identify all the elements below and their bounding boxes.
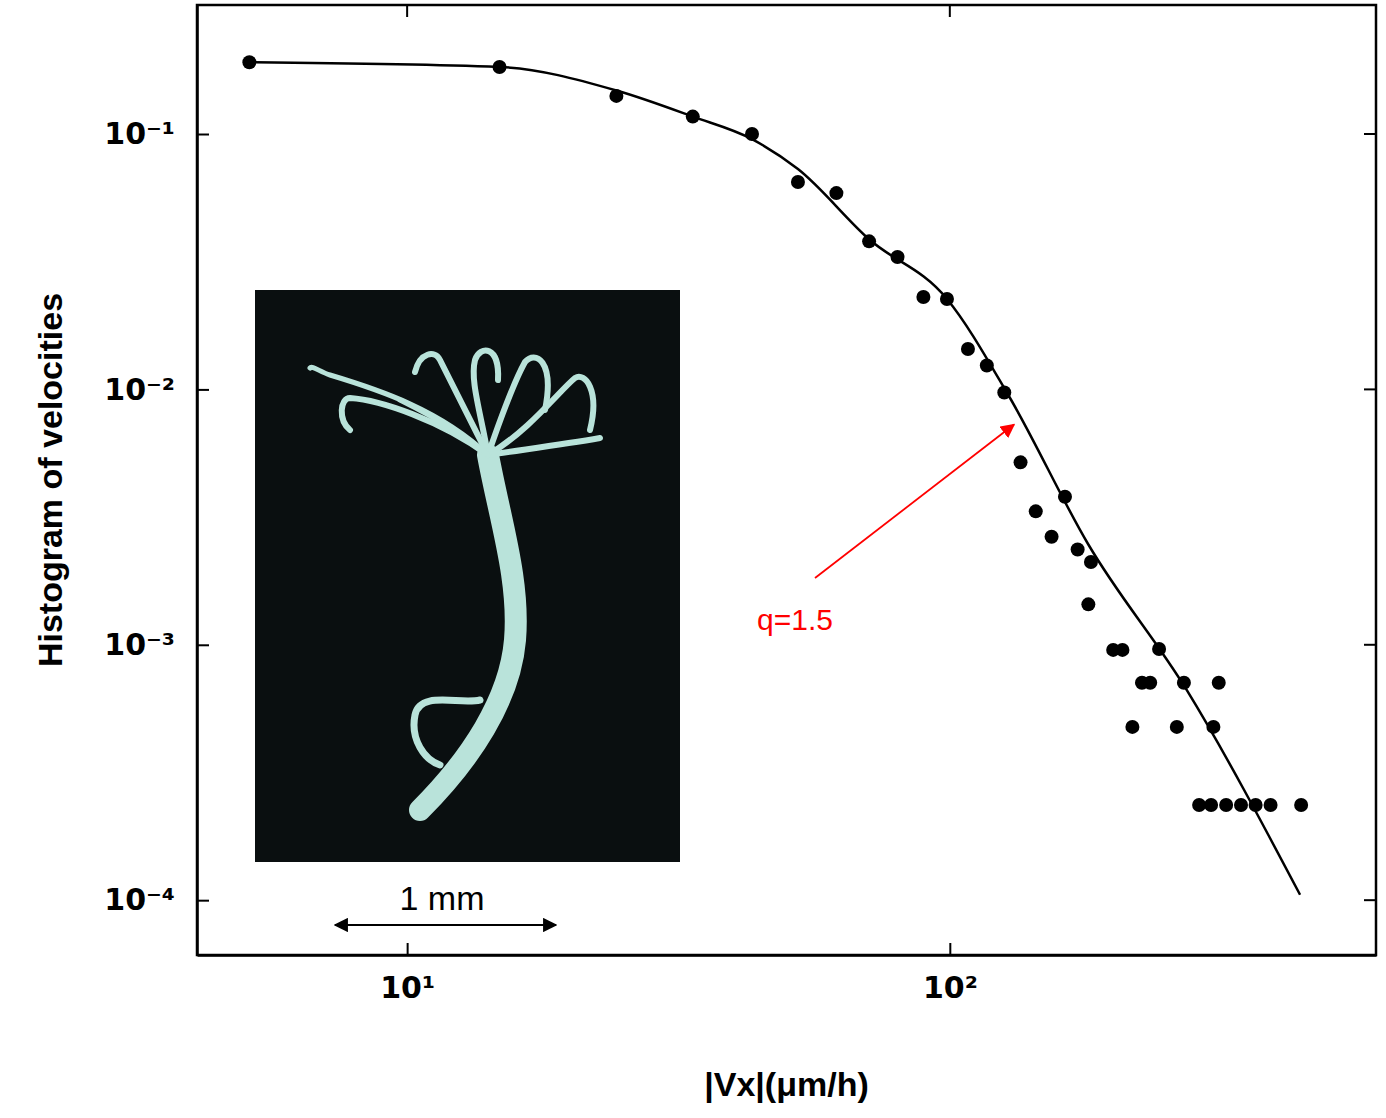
y-tick: 10⁻³ <box>104 627 209 662</box>
y-tick-label: 10⁻¹ <box>104 116 175 151</box>
y-axis-title: Histogram of velocities <box>31 293 69 667</box>
y-tick-mark-right <box>1364 644 1376 646</box>
y-tick: 10⁻² <box>104 371 209 406</box>
x-tick-mark <box>949 943 951 955</box>
data-point <box>1234 798 1248 812</box>
data-point <box>1192 798 1206 812</box>
x-tick-mark-top <box>406 5 408 17</box>
data-point <box>1014 455 1028 469</box>
data-point <box>1071 543 1085 557</box>
plot-frame <box>197 5 1376 955</box>
y-tick-label: 10⁻⁴ <box>104 882 175 917</box>
x-axis-line <box>198 954 1377 957</box>
y-tick: 10⁻¹ <box>104 116 209 151</box>
y-tick: 10⁻⁴ <box>104 882 209 917</box>
data-point <box>1081 597 1095 611</box>
data-point <box>791 175 805 189</box>
x-axis-title: |Vx|(μm/h) <box>704 1065 869 1103</box>
x-tick-label: 10² <box>923 970 978 1005</box>
x-tick-mark <box>407 943 409 955</box>
hydra-shape <box>488 438 600 455</box>
inset-image <box>255 290 680 862</box>
data-point <box>829 186 843 200</box>
data-point <box>961 342 975 356</box>
y-tick-mark-right <box>1364 899 1376 901</box>
data-point <box>1264 798 1278 812</box>
y-tick-mark-right <box>1364 133 1376 135</box>
data-point <box>1029 504 1043 518</box>
fit-line <box>249 62 1300 895</box>
hydra-shape <box>420 455 516 810</box>
y-tick-label: 10⁻³ <box>104 627 175 662</box>
y-tick-mark <box>197 134 209 136</box>
data-point <box>1143 676 1157 690</box>
x-tick: 10¹ <box>380 943 435 1005</box>
annotation: q=1.5 <box>757 603 833 636</box>
annotation-arrow <box>815 425 1014 578</box>
chart: 10¹ 10² 10⁻¹ 10⁻² 10⁻³ 10⁻⁴ |Vx|(μm/h) Histogra… <box>0 0 1386 1118</box>
scale-label: 1 mm <box>400 879 485 917</box>
y-tick-mark <box>197 389 209 391</box>
data-point <box>1170 720 1184 734</box>
data-point <box>1212 676 1226 690</box>
hydra-shape <box>310 367 488 455</box>
data-point <box>1294 798 1308 812</box>
data-point <box>1045 530 1059 544</box>
y-axis-line <box>196 6 199 956</box>
y-tick-mark <box>197 644 209 646</box>
y-axis: 10⁻¹ 10⁻² 10⁻³ 10⁻⁴ <box>104 6 209 956</box>
hydra-shape <box>400 400 488 455</box>
scale-bar <box>335 924 556 926</box>
x-tick-label: 10¹ <box>380 970 435 1005</box>
x-tick-mark-top <box>949 5 951 17</box>
inset-background <box>255 290 680 862</box>
y-tick-mark-right <box>1364 388 1376 390</box>
y-tick-label: 10⁻² <box>104 371 175 406</box>
data-point <box>916 290 930 304</box>
hydra-shape <box>414 700 480 765</box>
x-tick: 10² <box>923 943 978 1005</box>
data-point <box>1125 720 1139 734</box>
plot-area <box>242 55 1308 895</box>
data-point <box>1219 798 1233 812</box>
x-axis: 10¹ 10² <box>198 943 1377 1005</box>
hydra-shape <box>342 398 488 455</box>
hydra-shape <box>488 357 548 455</box>
y-tick-mark <box>197 900 209 902</box>
data-point <box>1115 643 1129 657</box>
data-point <box>1204 798 1218 812</box>
